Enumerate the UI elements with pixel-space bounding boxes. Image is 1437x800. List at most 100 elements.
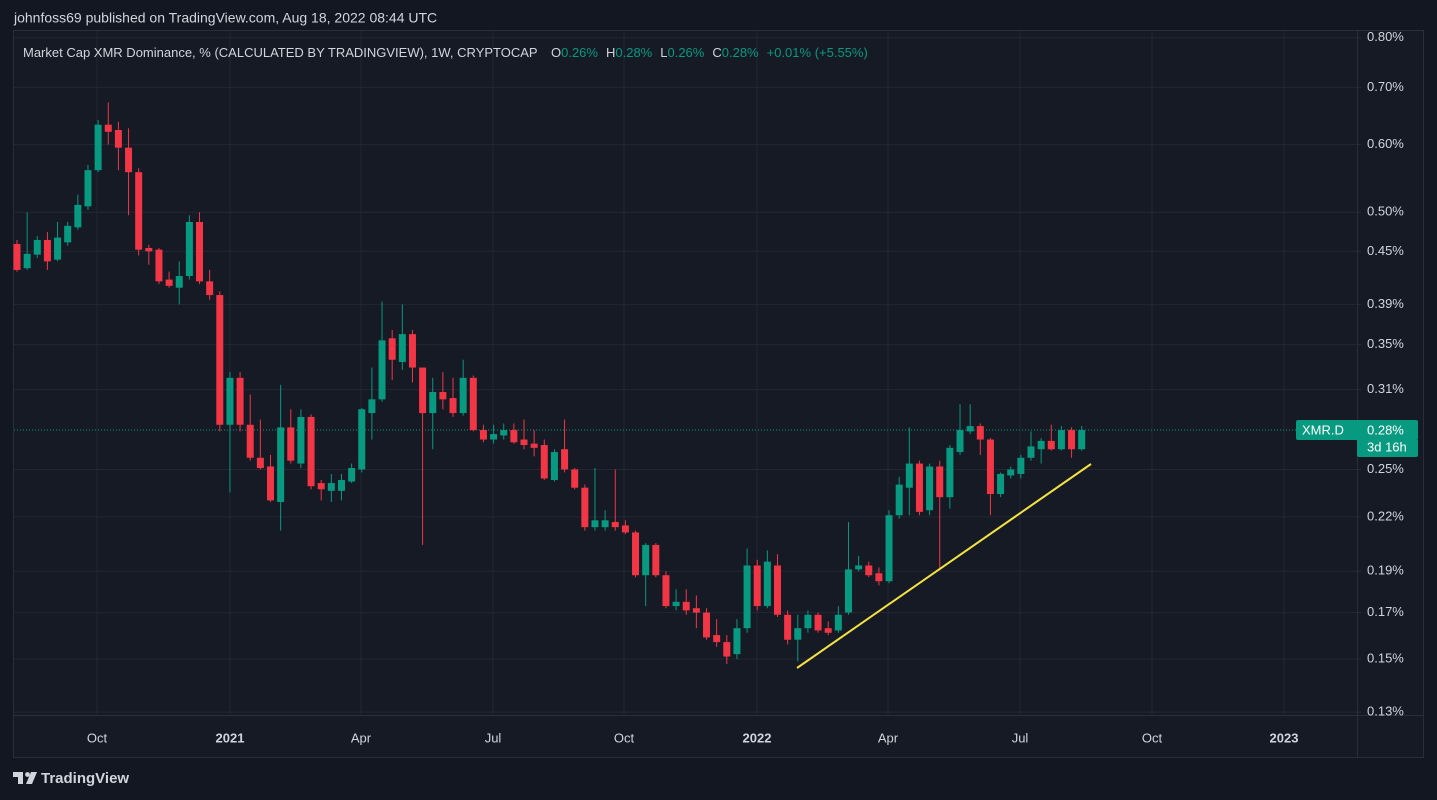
candle-body xyxy=(13,243,21,270)
candle-body xyxy=(155,249,163,282)
candle-body xyxy=(1027,446,1035,458)
logo-mark xyxy=(13,772,37,784)
brand: TradingView xyxy=(41,770,129,787)
candle-body xyxy=(33,239,41,255)
candle-body xyxy=(662,575,670,607)
y-tick-label: 0.17% xyxy=(1367,604,1404,619)
candle-body xyxy=(94,124,102,171)
x-tick-label: 2021 xyxy=(216,730,245,745)
candle-body xyxy=(652,544,660,576)
candle-body xyxy=(753,565,761,607)
candle-body xyxy=(621,525,629,533)
candle-body xyxy=(1007,469,1015,476)
candle-body xyxy=(196,222,204,282)
candle-body xyxy=(23,253,31,269)
candle-body xyxy=(966,426,974,432)
candle-body xyxy=(1068,430,1076,450)
candle-body xyxy=(733,628,741,655)
candle-body xyxy=(104,124,112,132)
candle-body xyxy=(581,487,589,528)
y-tick-label: 0.19% xyxy=(1367,563,1404,578)
candle-body xyxy=(398,334,406,362)
candle-body xyxy=(915,463,923,512)
candle-body xyxy=(114,130,122,148)
candle-body xyxy=(419,367,427,414)
candle-body xyxy=(236,377,244,425)
logo: TradingView xyxy=(13,770,129,787)
candle-body xyxy=(185,222,193,277)
candle-body xyxy=(337,479,345,491)
candle-body xyxy=(804,614,812,629)
legend-title: Market Cap XMR Dominance, % (CALCULATED … xyxy=(23,45,537,60)
candle-body xyxy=(936,466,944,498)
candle-body xyxy=(408,334,416,368)
candle-body xyxy=(865,565,873,576)
candle-body xyxy=(439,392,447,400)
legend-field-label: C xyxy=(712,45,721,60)
y-tick-label: 0.31% xyxy=(1367,381,1404,396)
candle-body xyxy=(844,569,852,613)
candle-body xyxy=(165,279,173,286)
candle-body xyxy=(520,439,528,446)
candle-body xyxy=(956,430,964,453)
grid xyxy=(14,31,1357,715)
legend-change: +0.01% (+5.55%) xyxy=(767,45,868,60)
candle-body xyxy=(692,608,700,613)
candle-body xyxy=(561,449,569,470)
candle-body xyxy=(672,601,680,607)
candle-body xyxy=(530,443,538,448)
y-tick-label: 0.22% xyxy=(1367,508,1404,523)
candle-body xyxy=(1057,430,1065,450)
candle-body xyxy=(642,544,650,576)
candles xyxy=(13,102,1086,665)
candle-body xyxy=(682,601,690,611)
candle-body xyxy=(206,281,214,296)
candle-body xyxy=(327,483,335,491)
legend-field-label: H xyxy=(606,45,615,60)
countdown-bg xyxy=(1357,439,1418,458)
candle-body xyxy=(763,561,771,607)
candle-body xyxy=(834,614,842,631)
candle-body xyxy=(84,170,92,207)
candle-body xyxy=(632,532,640,576)
candle-body xyxy=(550,452,558,480)
candle-body xyxy=(926,466,934,511)
candle-body xyxy=(723,642,731,657)
y-tick-label: 0.45% xyxy=(1367,243,1404,258)
candle-body xyxy=(43,239,51,262)
candle-body xyxy=(1047,440,1055,450)
candle-body xyxy=(703,612,711,638)
y-tick-label: 0.80% xyxy=(1367,29,1404,44)
legend-field-value: 0.26% xyxy=(561,45,598,60)
candle-body xyxy=(348,467,356,482)
legend-field-label: O xyxy=(551,45,561,60)
publish-info: johnfoss69 published on TradingView.com,… xyxy=(13,10,437,26)
legend-field-value: 0.28% xyxy=(722,45,759,60)
candle-body xyxy=(317,483,325,490)
price-tag-symbol: XMR.D xyxy=(1302,422,1344,437)
x-tick-label: Jul xyxy=(485,730,502,745)
candle-body xyxy=(287,427,295,461)
candle-body xyxy=(1037,440,1045,450)
x-tick-label: Apr xyxy=(878,730,899,745)
candle-body xyxy=(794,628,802,640)
price-tag-price: 0.28% xyxy=(1367,422,1404,437)
candle-body xyxy=(986,439,994,495)
candle-body xyxy=(449,398,457,414)
candle-body xyxy=(378,340,386,400)
axes: 0.80% 0.70% 0.60% 0.50% 0.45% 0.39% 0.35% 0.31%… xyxy=(87,29,1404,745)
y-tick-label: 0.70% xyxy=(1367,79,1404,94)
candle-body xyxy=(368,399,376,414)
legend-field-label: L xyxy=(660,45,667,60)
x-tick-label: Jul xyxy=(1012,730,1029,745)
candle-body xyxy=(611,521,619,528)
legend-field-value: 0.28% xyxy=(615,45,652,60)
y-tick-label: 0.25% xyxy=(1367,461,1404,476)
candle-body xyxy=(824,628,832,633)
candle-body xyxy=(125,147,133,173)
candle-body xyxy=(479,430,487,440)
candle-body xyxy=(226,377,234,425)
candle-body xyxy=(885,515,893,582)
